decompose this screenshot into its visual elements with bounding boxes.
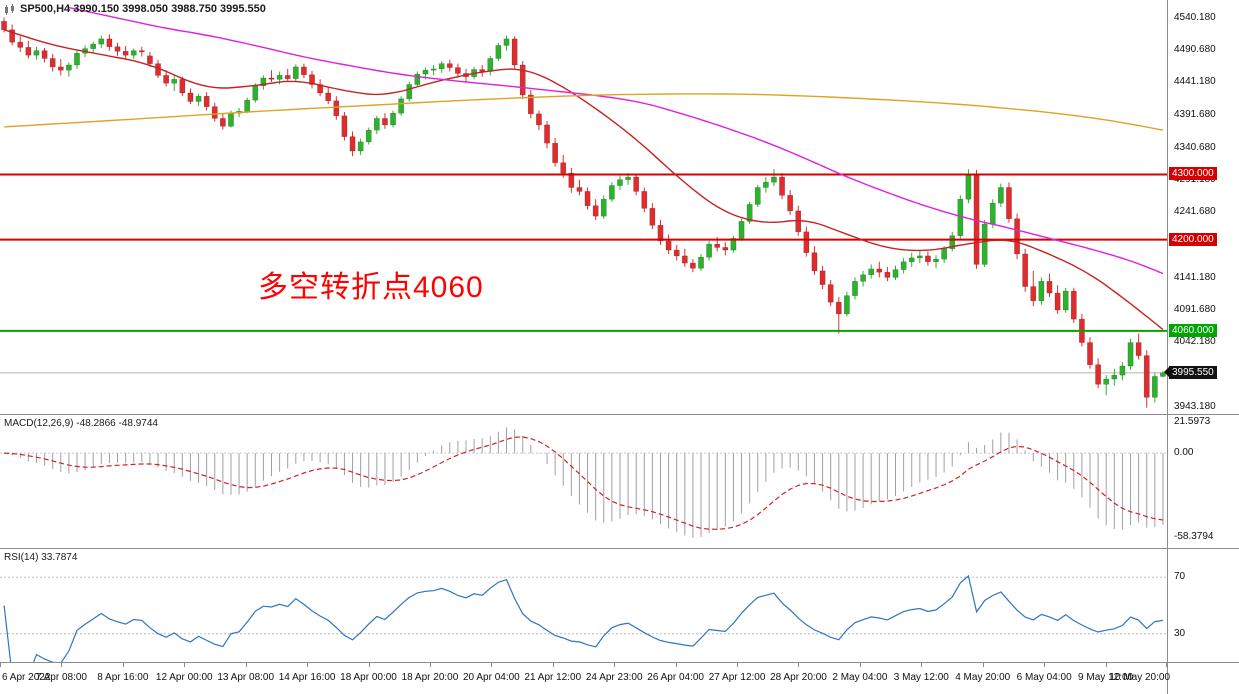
price-chart-canvas[interactable] <box>0 0 1167 414</box>
price-panel: SP500,H4 3990.150 3998.050 3988.750 3995… <box>0 0 1167 414</box>
time-label: 26 Apr 04:00 <box>647 672 704 683</box>
price-tick-label: 4141.180 <box>1174 271 1216 283</box>
time-tick <box>184 663 186 667</box>
price-line-label: 4300.000 <box>1169 167 1217 181</box>
rsi-tick-label: 30 <box>1174 627 1186 639</box>
price-tick-label: 4391.680 <box>1174 108 1216 120</box>
time-tick <box>491 663 493 667</box>
rsi-tick-label: 70 <box>1174 571 1186 583</box>
current-price-label: 3995.550 <box>1164 365 1217 379</box>
time-label: 24 Apr 23:00 <box>585 672 643 683</box>
time-tick <box>61 663 63 667</box>
time-label: 2 May 04:00 <box>832 672 888 683</box>
price-tick-label: 4441.180 <box>1174 76 1216 88</box>
time-tick <box>798 663 800 667</box>
time-label: 8 Apr 16:00 <box>97 672 149 683</box>
time-tick <box>368 663 370 667</box>
price-axis[interactable]: 4540.180 4490.680 4441.180 4391.680 4340.680… <box>1164 0 1239 663</box>
time-tick <box>614 663 616 667</box>
price-tick-label: 4490.680 <box>1174 44 1216 56</box>
time-tick <box>552 663 554 667</box>
time-label: 4 May 20:00 <box>955 672 1011 683</box>
macd-tick-label: -58.3794 <box>1174 530 1214 542</box>
time-label: 27 Apr 12:00 <box>708 672 766 683</box>
time-tick <box>429 663 431 667</box>
price-tick-label: 4091.680 <box>1174 304 1216 316</box>
price-tick-label: 4042.180 <box>1174 336 1216 348</box>
price-line-label: 4060.000 <box>1169 323 1217 337</box>
time-tick <box>1044 663 1046 667</box>
price-tick-label: 3943.180 <box>1174 400 1216 412</box>
time-label: 28 Apr 20:00 <box>770 672 827 683</box>
time-label: 9 May 12:00 <box>1078 672 1134 683</box>
panel-separator[interactable] <box>0 414 1239 415</box>
time-label: 20 Apr 04:00 <box>463 672 520 683</box>
time-label: 21 Apr 12:00 <box>524 672 582 683</box>
time-tick <box>675 663 677 667</box>
time-tick <box>122 663 124 667</box>
time-label: 18 Apr 20:00 <box>401 672 459 683</box>
price-tick-label: 4540.180 <box>1174 11 1216 23</box>
time-label: 6 Apr 2022 <box>2 672 51 683</box>
price-tick-label: 4340.680 <box>1174 141 1216 153</box>
panel-separator[interactable] <box>0 548 1239 549</box>
time-tick <box>1166 663 1167 667</box>
price-tick-label: 4241.680 <box>1174 206 1216 218</box>
time-label: 7 Apr 08:00 <box>35 672 87 683</box>
rsi-canvas[interactable] <box>0 549 1167 662</box>
macd-tick-label: 0.00 <box>1174 447 1194 459</box>
time-label: 14 Apr 16:00 <box>278 672 336 683</box>
time-tick <box>1105 663 1107 667</box>
price-line-label: 4200.000 <box>1169 232 1217 246</box>
macd-tick-label: 21.5973 <box>1174 416 1211 428</box>
time-tick <box>982 663 984 667</box>
time-axis[interactable]: 6 Apr 2022 7 Apr 08:00 8 Apr 16:00 12 Apr 0… <box>0 663 1171 694</box>
time-axis-separator <box>0 662 1239 663</box>
time-tick <box>245 663 247 667</box>
macd-canvas[interactable] <box>0 415 1167 548</box>
time-label: 6 May 04:00 <box>1016 672 1072 683</box>
rsi-panel: RSI(14) 33.7874 <box>0 549 1167 662</box>
time-label: 10 May 20:00 <box>1109 672 1171 683</box>
macd-panel: MACD(12,26,9) -48.2866 -48.9744 <box>0 415 1167 548</box>
time-label: 13 Apr 08:00 <box>217 672 275 683</box>
time-tick <box>0 663 1 667</box>
time-tick <box>737 663 739 667</box>
time-tick <box>859 663 861 667</box>
time-label: 12 Apr 00:00 <box>155 672 213 683</box>
time-label: 18 Apr 00:00 <box>340 672 397 683</box>
price-axis-separator <box>1167 0 1168 694</box>
time-tick <box>921 663 923 667</box>
time-label: 3 May 12:00 <box>893 672 949 683</box>
annotation-text[interactable]: 多空转折点4060 <box>258 271 484 304</box>
time-tick <box>307 663 309 667</box>
